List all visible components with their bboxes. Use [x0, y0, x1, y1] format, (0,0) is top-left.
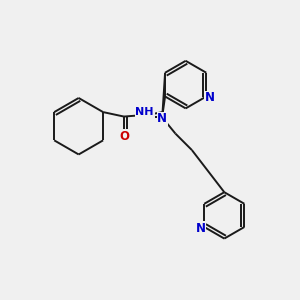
Text: N: N — [157, 112, 167, 125]
Text: N: N — [196, 222, 206, 235]
Text: O: O — [119, 130, 129, 143]
Text: NH: NH — [136, 107, 154, 117]
Text: N: N — [205, 92, 215, 104]
